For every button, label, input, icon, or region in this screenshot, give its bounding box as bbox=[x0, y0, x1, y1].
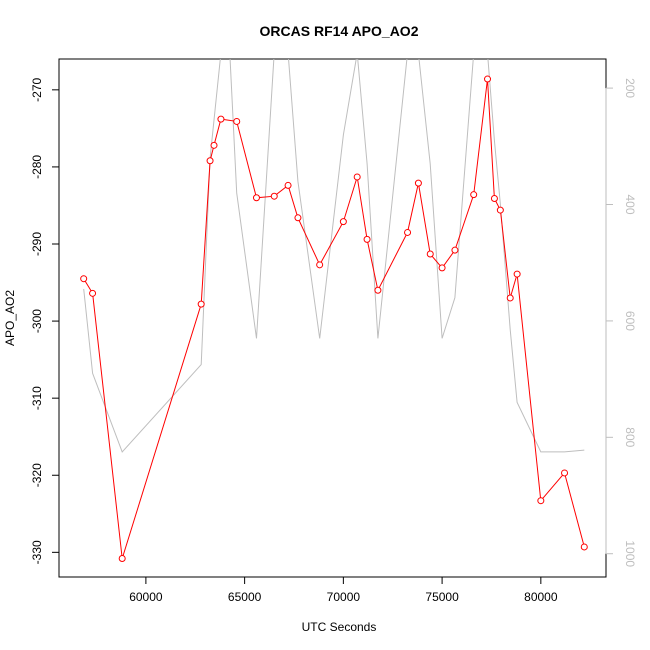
secondary-y-tick-label: 1000 bbox=[623, 540, 637, 567]
data-point bbox=[484, 75, 492, 83]
data-point bbox=[353, 173, 361, 181]
y-tick-label: -320 bbox=[30, 463, 44, 487]
data-point bbox=[438, 264, 446, 272]
data-point bbox=[217, 115, 225, 123]
x-axis-label: UTC Seconds bbox=[302, 620, 377, 634]
data-point bbox=[451, 246, 459, 254]
x-tick-label: 75000 bbox=[425, 590, 459, 604]
data-point bbox=[118, 555, 126, 562]
data-point bbox=[414, 179, 422, 187]
data-point bbox=[206, 157, 214, 165]
x-axis: 60000 65000 70000 75000 80000 bbox=[129, 576, 558, 604]
y-tick-label: -310 bbox=[30, 386, 44, 410]
secondary-y-tick-label: 200 bbox=[623, 78, 637, 98]
data-point bbox=[316, 261, 324, 269]
chart-title: ORCAS RF14 APO_AO2 bbox=[260, 23, 419, 39]
data-point bbox=[252, 194, 260, 202]
x-tick-label: 60000 bbox=[129, 590, 163, 604]
secondary-y-tick-label: 800 bbox=[623, 427, 637, 447]
secondary-y-tick-label: 600 bbox=[623, 311, 637, 331]
data-point bbox=[470, 191, 478, 199]
data-point bbox=[270, 192, 278, 200]
y-axis: -330 -320 -310 -300 -290 -280 -270 bbox=[30, 78, 60, 564]
data-point bbox=[284, 181, 292, 189]
x-tick-label: 65000 bbox=[228, 590, 262, 604]
y-tick-label: -280 bbox=[30, 155, 44, 179]
data-point bbox=[294, 214, 302, 222]
data-point bbox=[506, 294, 514, 302]
y-tick-label: -270 bbox=[30, 78, 44, 102]
y-tick-label: -290 bbox=[30, 232, 44, 256]
data-point bbox=[561, 469, 569, 477]
data-point bbox=[210, 141, 218, 149]
data-point bbox=[374, 286, 382, 294]
data-point bbox=[426, 250, 434, 258]
data-point bbox=[363, 235, 371, 243]
data-point bbox=[233, 117, 241, 125]
data-point bbox=[496, 206, 504, 214]
data-point bbox=[580, 543, 588, 551]
y-axis-label: APO_AO2 bbox=[3, 290, 17, 346]
x-tick-label: 80000 bbox=[524, 590, 558, 604]
data-point bbox=[339, 218, 347, 226]
data-point bbox=[80, 275, 88, 283]
secondary-y-axis: 200 400 600 800 1000 bbox=[605, 78, 637, 567]
data-point bbox=[197, 300, 205, 308]
data-point bbox=[490, 195, 498, 203]
secondary-y-tick-label: 400 bbox=[623, 194, 637, 214]
plot-area bbox=[80, 59, 588, 562]
secondary-series-line bbox=[83, 59, 585, 453]
x-tick-label: 70000 bbox=[327, 590, 361, 604]
data-point bbox=[513, 270, 521, 278]
y-tick-label: -330 bbox=[30, 540, 44, 564]
data-point bbox=[89, 289, 97, 297]
data-point bbox=[404, 228, 412, 236]
y-tick-label: -300 bbox=[30, 309, 44, 333]
data-point bbox=[537, 497, 545, 505]
